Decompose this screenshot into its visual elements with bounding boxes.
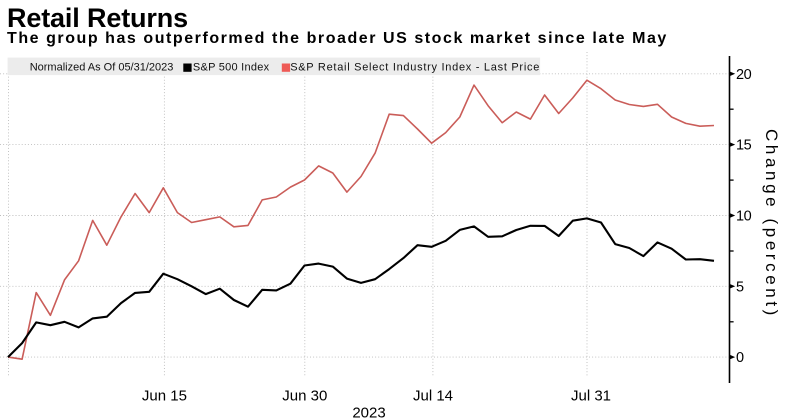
svg-text:10: 10 <box>736 209 752 225</box>
svg-text:15: 15 <box>736 138 752 154</box>
svg-text:Normalized As Of 05/31/2023: Normalized As Of 05/31/2023 <box>30 62 174 74</box>
svg-text:2023: 2023 <box>352 405 385 420</box>
svg-text:5: 5 <box>736 279 744 295</box>
svg-text:0: 0 <box>736 350 744 366</box>
svg-text:Jun 30: Jun 30 <box>282 388 327 405</box>
svg-text:20: 20 <box>736 67 752 83</box>
svg-text:Jul 14: Jul 14 <box>413 388 453 405</box>
svg-text:S&P 500 Index: S&P 500 Index <box>193 62 270 74</box>
svg-text:Jul 31: Jul 31 <box>571 388 611 405</box>
svg-text:S&P Retail Select Industry Ind: S&P Retail Select Industry Index - Last … <box>290 62 540 74</box>
svg-text:Change (percent): Change (percent) <box>762 129 781 319</box>
svg-text:Jun 15: Jun 15 <box>142 388 187 405</box>
